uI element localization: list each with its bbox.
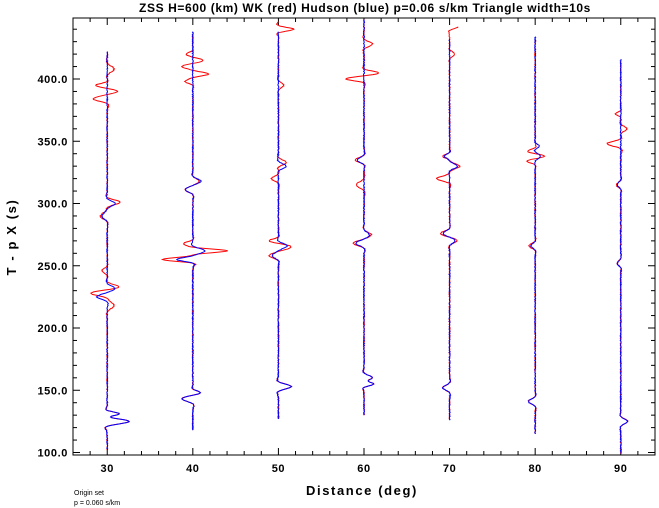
trace-wk-70 [435, 26, 461, 421]
y-tick-label: 400.0 [37, 74, 68, 86]
x-tick-label: 90 [614, 463, 627, 475]
y-axis-label: T - p X (s) [4, 199, 19, 276]
trace-hudson-50 [271, 31, 293, 420]
trace-hudson-60 [355, 19, 375, 416]
y-tick-label: 250.0 [37, 261, 68, 273]
x-tick-label: 60 [357, 463, 370, 475]
trace-wk-40 [160, 34, 228, 431]
y-axis-ticks: 100.0 150.0 200.0 250.0 300.0 350.0 400.0 [37, 28, 655, 460]
trace-wk-30 [89, 51, 131, 451]
y-tick-label: 200.0 [37, 323, 68, 335]
trace-hudson-30 [95, 51, 130, 451]
x-tick-label: 40 [186, 463, 199, 475]
trace-wk-60 [344, 18, 379, 416]
x-axis-label: Distance (deg) [306, 483, 418, 498]
chart-title: ZSS H=600 (km) WK (red) Hudson (blue) p=… [139, 1, 591, 15]
x-tick-label: 80 [528, 463, 541, 475]
footnote-slowness: p = 0.060 s/km [74, 500, 120, 507]
x-tick-label: 70 [443, 463, 456, 475]
trace-wk-50 [268, 21, 295, 419]
y-tick-label: 300.0 [37, 199, 68, 211]
seismogram-traces [89, 18, 629, 454]
trace-hudson-70 [441, 39, 459, 421]
x-axis-ticks: 30 40 50 60 70 80 90 [89, 18, 639, 475]
footnote-origin: Origin set [74, 490, 104, 497]
y-tick-label: 150.0 [37, 385, 68, 397]
x-tick-label: 30 [101, 463, 114, 475]
trace-hudson-80 [528, 36, 541, 435]
y-tick-label: 350.0 [37, 136, 68, 148]
trace-hudson-90 [616, 59, 629, 454]
trace-hudson-40 [175, 31, 206, 431]
x-tick-label: 50 [272, 463, 285, 475]
y-tick-label: 100.0 [37, 448, 68, 460]
trace-wk-90 [606, 61, 629, 454]
trace-wk-80 [526, 38, 546, 435]
